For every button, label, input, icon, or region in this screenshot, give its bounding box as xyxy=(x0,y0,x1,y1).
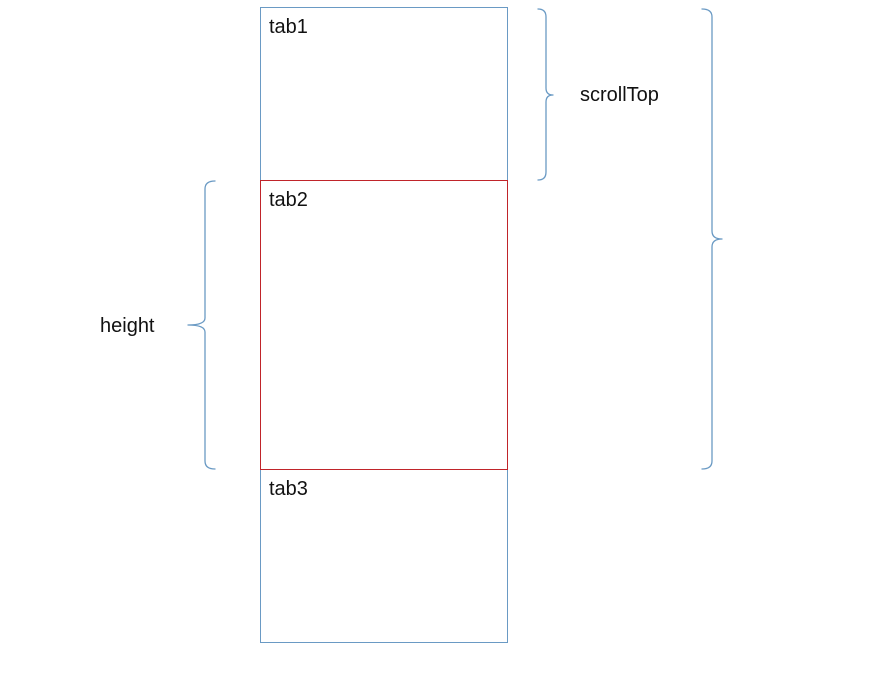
scroll-top-bracket xyxy=(537,8,554,181)
height-bracket xyxy=(187,180,216,470)
tab-box-2: tab2 xyxy=(260,180,508,470)
total-bracket xyxy=(701,8,723,470)
scroll-top-label: scrollTop xyxy=(580,84,659,106)
tab-label-2: tab2 xyxy=(269,189,308,211)
tab-box-1: tab1 xyxy=(260,7,508,181)
tab-label-3: tab3 xyxy=(269,478,308,500)
tab-box-3: tab3 xyxy=(260,469,508,643)
height-label: height xyxy=(100,315,155,337)
tab-label-1: tab1 xyxy=(269,16,308,38)
